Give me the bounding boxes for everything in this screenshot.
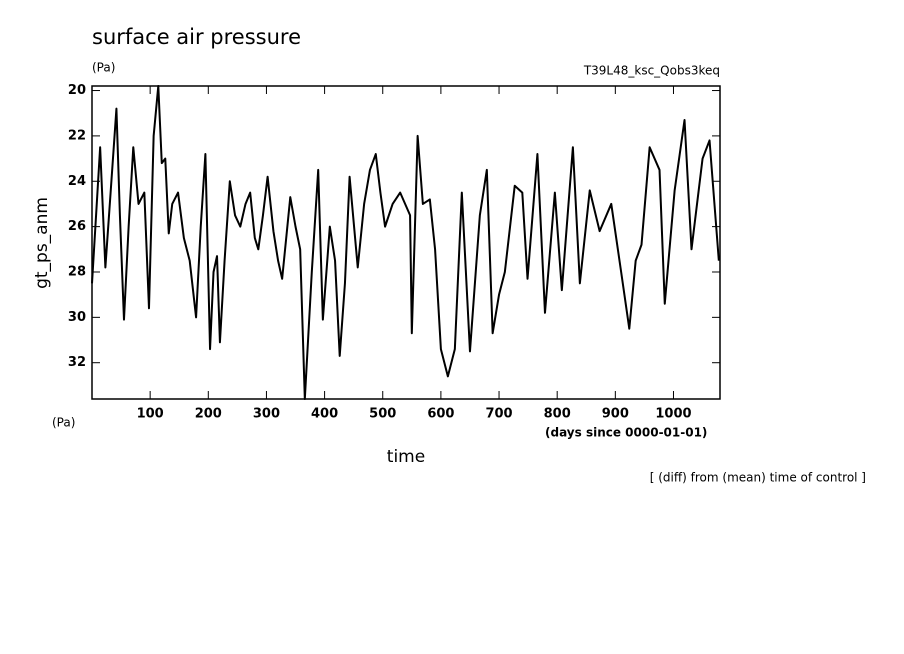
x-axis-label: time	[387, 447, 425, 467]
y-axis-label: gt_ps_anm	[32, 197, 52, 289]
x-tick-label: 700	[485, 407, 512, 422]
y-tick-label: 22	[68, 128, 86, 143]
y-tick-label: 24	[68, 174, 86, 189]
plot-frame	[91, 85, 721, 400]
x-tick-label: 800	[544, 407, 571, 422]
x-tick-label: 600	[427, 407, 454, 422]
x-tick-label: 900	[602, 407, 629, 422]
units-top: (Pa)	[92, 61, 115, 75]
x-tick-label: 1000	[655, 407, 691, 422]
data-line	[91, 85, 720, 400]
x-tick-label: 500	[369, 407, 396, 422]
run-label: T39L48_ksc_Qobs3keq	[583, 64, 720, 78]
x-tick-label: 400	[311, 407, 338, 422]
note: [ (diff) from (mean) time of control ]	[650, 471, 866, 485]
y-tick-label: 26	[68, 219, 86, 234]
x-units: (days since 0000-01-01)	[545, 426, 707, 440]
y-tick-label: 20	[68, 83, 86, 98]
x-tick-label: 200	[195, 407, 222, 422]
x-tick-label: 300	[253, 407, 280, 422]
y-tick-label: 32	[68, 355, 86, 370]
x-tick-label: 100	[137, 407, 164, 422]
chart-title: surface air pressure	[92, 25, 301, 49]
y-tick-label: 28	[68, 264, 86, 279]
units-bottom: (Pa)	[52, 416, 75, 430]
y-tick-label: 30	[68, 310, 86, 325]
